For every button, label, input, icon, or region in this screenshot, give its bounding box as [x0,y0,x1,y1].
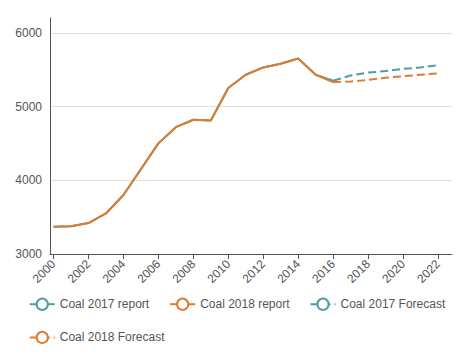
svg-text:Coal 2018 Forecast: Coal 2018 Forecast [60,330,165,344]
svg-text:2010: 2010 [204,257,233,286]
svg-text:2022: 2022 [414,257,443,286]
svg-text:2002: 2002 [65,257,94,286]
svg-text:Coal 2017 report: Coal 2017 report [60,297,150,311]
svg-text:2004: 2004 [100,257,129,286]
svg-text:2016: 2016 [309,257,338,286]
svg-text:4000: 4000 [15,173,42,187]
svg-text:5000: 5000 [15,100,42,114]
svg-text:2008: 2008 [170,257,199,286]
svg-text:6000: 6000 [15,26,42,40]
svg-text:2000: 2000 [30,257,59,286]
svg-text:2014: 2014 [274,257,303,286]
svg-text:Coal 2018 report: Coal 2018 report [200,297,290,311]
svg-text:2018: 2018 [344,257,373,286]
svg-text:2020: 2020 [379,257,408,286]
svg-text:2006: 2006 [135,257,164,286]
svg-text:Coal 2017 Forecast: Coal 2017 Forecast [341,297,446,311]
svg-text:3000: 3000 [15,247,42,261]
svg-text:2012: 2012 [239,257,268,286]
